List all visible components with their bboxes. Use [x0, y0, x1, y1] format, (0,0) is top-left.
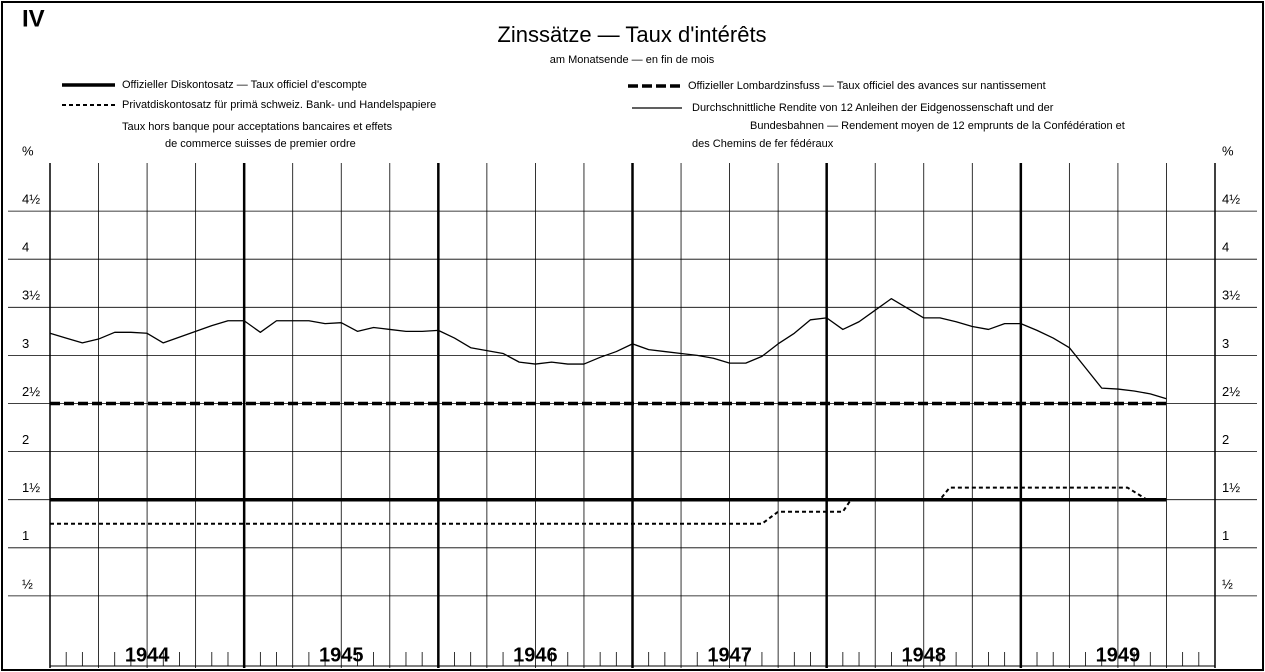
chart-title: Zinssätze — Taux d'intérêts	[497, 22, 766, 47]
legend-label: de commerce suisses de premier ordre	[165, 138, 356, 150]
series-line	[50, 486, 1167, 525]
x-tick-label: 1949	[1096, 644, 1141, 666]
x-tick-label: 1945	[319, 644, 364, 666]
legend-label: des Chemins de fer fédéraux	[692, 138, 834, 150]
y-tick-label-right: 4	[1222, 240, 1229, 255]
y-tick-label-right: 4½	[1222, 192, 1240, 207]
chart-subtitle: am Monatsende — en fin de mois	[550, 54, 715, 66]
y-tick-label: 2½	[22, 384, 40, 399]
y-tick-label-right: ½	[1222, 576, 1233, 591]
y-tick-label: 1	[22, 528, 29, 543]
y-tick-label: ½	[22, 576, 33, 591]
legend-label: Offizieller Diskontosatz — Taux officiel…	[122, 79, 367, 91]
x-tick-label: 1946	[513, 644, 558, 666]
y-tick-label: 4½	[22, 192, 40, 207]
y-tick-label-right: 2	[1222, 432, 1229, 447]
y-tick-label: 4	[22, 240, 29, 255]
chart-label: IV	[22, 5, 45, 32]
y-tick-label: %	[22, 143, 34, 158]
y-tick-label-right: 3	[1222, 336, 1229, 351]
y-tick-label-right: %	[1222, 143, 1234, 158]
legend-label: Bundesbahnen — Rendement moyen de 12 emp…	[750, 120, 1125, 132]
y-tick-label: 1½	[22, 480, 40, 495]
y-tick-label-right: 1½	[1222, 480, 1240, 495]
legend-label: Offizieller Lombardzinsfuss — Taux offic…	[688, 80, 1046, 92]
x-tick-label: 1948	[902, 644, 947, 666]
y-tick-label: 3½	[22, 288, 40, 303]
x-tick-label: 1944	[125, 644, 170, 666]
y-tick-label: 2	[22, 432, 29, 447]
legend-label: Durchschnittliche Rendite von 12 Anleihe…	[692, 102, 1054, 114]
y-tick-label-right: 3½	[1222, 288, 1240, 303]
legend-label: Taux hors banque pour acceptations banca…	[122, 121, 393, 133]
x-tick-label: 1947	[707, 644, 752, 666]
series-line	[49, 297, 1167, 400]
legend-label: Privatdiskontosatz für primä schweiz. Ba…	[122, 99, 436, 111]
y-tick-label-right: 1	[1222, 528, 1229, 543]
y-tick-label-right: 2½	[1222, 384, 1240, 399]
y-tick-label: 3	[22, 336, 29, 351]
